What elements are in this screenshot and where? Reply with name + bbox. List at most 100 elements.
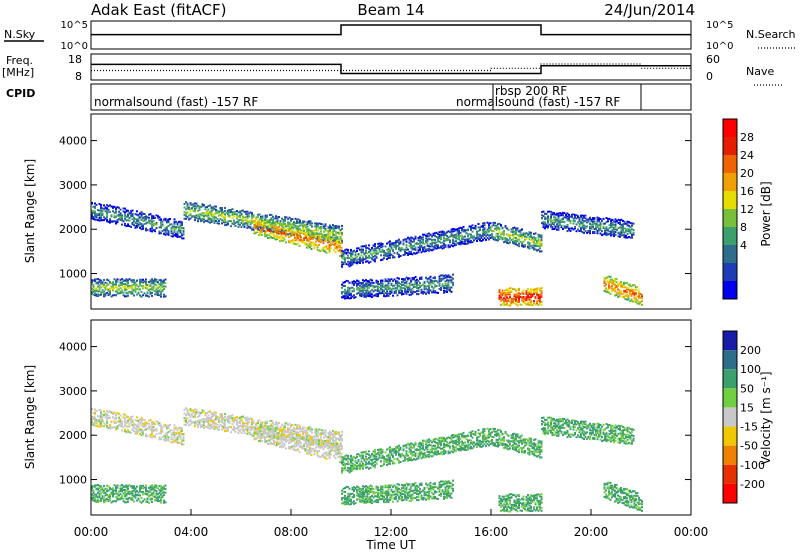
power-cell <box>116 221 119 224</box>
power-cell <box>172 232 174 235</box>
power-cell <box>410 291 412 294</box>
power-cell <box>163 232 165 235</box>
velocity-cell <box>292 437 295 440</box>
power-cell <box>319 235 322 238</box>
velocity-cell <box>128 423 131 425</box>
power-cell <box>316 232 319 235</box>
power-cell <box>598 217 600 220</box>
velocity-cell <box>213 411 216 414</box>
power-cell <box>345 248 348 251</box>
velocity-cell <box>233 429 235 432</box>
power-cell <box>169 223 171 226</box>
power-cell <box>410 279 412 282</box>
power-cell <box>395 247 397 250</box>
power-cell <box>204 219 207 222</box>
power-cell <box>224 221 226 224</box>
power-cell <box>362 284 364 287</box>
velocity-cell <box>107 426 110 429</box>
power-cell <box>498 235 501 238</box>
velocity-cell <box>113 422 116 425</box>
power-cell <box>124 289 126 292</box>
power-cell <box>434 284 436 287</box>
velocity-cell <box>173 437 176 440</box>
power-cell <box>566 226 569 229</box>
power-cell <box>354 253 357 256</box>
velocity-cell <box>246 421 249 424</box>
power-cell <box>133 294 135 297</box>
power-cell <box>590 226 593 228</box>
power-cell <box>447 230 450 233</box>
power-cell <box>461 237 463 240</box>
power-cell <box>118 206 120 209</box>
velocity-cell <box>251 423 253 426</box>
power-cell <box>375 256 378 259</box>
velocity-cell <box>167 425 170 428</box>
power-cell <box>389 256 391 259</box>
velocity-cell <box>327 437 330 440</box>
power-cell <box>360 250 363 253</box>
power-cell <box>405 246 408 249</box>
power-cell <box>158 232 161 235</box>
velocity-cell <box>224 430 226 433</box>
velocity-cell <box>243 428 246 431</box>
velocity-cell <box>308 434 310 437</box>
power-cell <box>610 218 612 221</box>
power-cell <box>450 244 453 247</box>
power-cell <box>115 279 117 282</box>
power-cell <box>556 223 558 226</box>
velocity-cell <box>152 435 155 438</box>
velocity-cell <box>94 416 96 419</box>
power-cell <box>422 236 424 239</box>
power-cell <box>175 226 177 228</box>
power-cell <box>106 220 108 223</box>
velocity-cell <box>209 427 211 430</box>
power-cell <box>342 261 345 264</box>
power-cell <box>365 246 367 249</box>
power-cell <box>519 231 522 234</box>
power-cell <box>583 216 585 219</box>
power-cell <box>384 284 387 287</box>
velocity-cell <box>236 421 238 424</box>
power-cell <box>125 283 128 286</box>
power-cell <box>163 293 165 296</box>
power-cell <box>218 219 220 222</box>
power-cell <box>274 221 277 224</box>
power-cell <box>209 217 211 220</box>
power-cell <box>467 238 469 241</box>
velocity-cell <box>198 411 201 414</box>
power-cell <box>416 242 418 245</box>
power-cell <box>449 241 451 244</box>
power-cell <box>351 253 354 256</box>
power-cell <box>209 211 211 214</box>
power-cell <box>274 238 277 241</box>
power-cell <box>485 234 487 237</box>
velocity-cell <box>287 427 289 430</box>
velocity-cell <box>173 434 176 437</box>
power-cell <box>294 239 296 242</box>
power-cell <box>547 219 549 222</box>
power-cell <box>148 289 150 292</box>
power-cell <box>459 226 462 229</box>
power-cell <box>121 281 123 284</box>
power-cell <box>303 229 305 232</box>
power-cell <box>342 263 345 266</box>
velocity-cell <box>273 432 275 435</box>
power-cell <box>101 285 104 287</box>
power-cell <box>151 222 153 225</box>
power-cell <box>325 246 328 249</box>
power-cell <box>154 229 156 232</box>
power-cell <box>339 249 341 252</box>
power-cell <box>513 233 516 235</box>
power-cell <box>357 291 360 294</box>
power-cell <box>528 303 531 306</box>
power-cell <box>333 239 336 241</box>
power-cell <box>100 216 102 219</box>
power-cell <box>365 289 367 292</box>
power-cell <box>115 207 117 210</box>
velocity-cell <box>225 417 228 420</box>
power-cell <box>440 233 442 236</box>
power-cell <box>119 213 122 216</box>
power-cell <box>500 224 502 227</box>
power-cell <box>560 226 563 229</box>
power-cell <box>498 298 501 301</box>
